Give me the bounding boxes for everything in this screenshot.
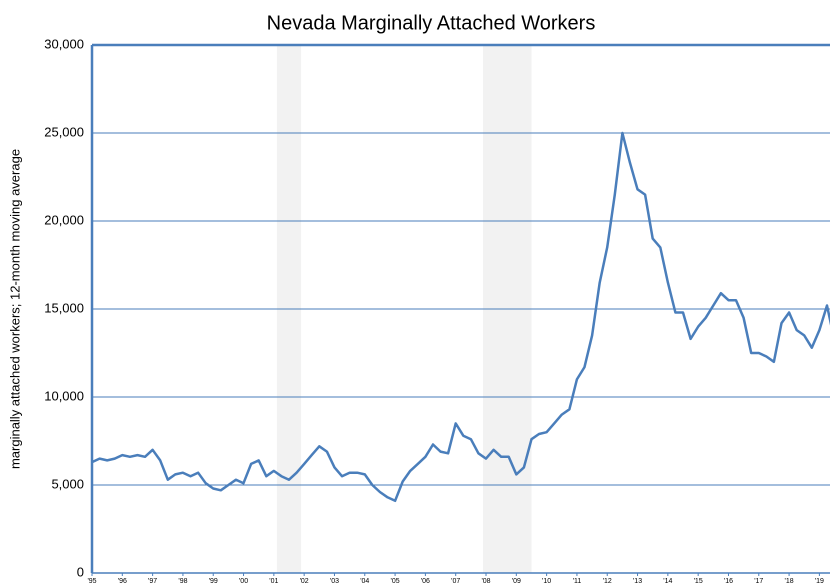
y-axis-label: marginally attached workers; 12-month mo…: [7, 149, 22, 469]
x-tick-label: '95: [87, 578, 96, 584]
x-tick-label: '17: [754, 578, 763, 584]
x-tick-label: '10: [542, 578, 551, 584]
y-tick-label: 30,000: [44, 36, 84, 51]
x-tick-label: '01: [269, 578, 278, 584]
x-tick-label: '00: [239, 578, 248, 584]
x-tick-label: '03: [330, 578, 339, 584]
x-tick-label: '11: [573, 578, 582, 584]
x-tick-label: '18: [785, 578, 794, 584]
chart-title: Nevada Marginally Attached Workers: [267, 12, 596, 34]
data-line: [91, 131, 830, 503]
x-tick-label: '15: [694, 578, 703, 584]
y-tick-label: 15,000: [44, 300, 84, 315]
x-tick-label: '14: [663, 578, 672, 584]
x-tick-label: '07: [451, 578, 460, 584]
y-tick-label: 10,000: [44, 388, 84, 403]
x-tick-label: '09: [512, 578, 521, 584]
y-tick-label: 25,000: [44, 124, 84, 139]
x-tick-label: '02: [300, 578, 309, 584]
x-tick-label: '19: [815, 578, 824, 584]
y-tick-label: 0: [77, 564, 84, 579]
x-tick-label: '99: [209, 578, 218, 584]
x-tick-label: '98: [178, 578, 187, 584]
y-tick-label: 5,000: [51, 476, 84, 491]
x-tick-label: '96: [118, 578, 127, 584]
x-tick-label: '06: [421, 578, 430, 584]
x-tick-label: '05: [391, 578, 400, 584]
y-tick-label: 20,000: [44, 212, 84, 227]
x-tick-label: '12: [603, 578, 612, 584]
x-tick-label: '13: [633, 578, 642, 584]
x-tick-label: '16: [724, 578, 733, 584]
x-tick-label: '04: [360, 578, 369, 584]
x-tick-label: '08: [481, 578, 490, 584]
x-tick-label: '97: [148, 578, 157, 584]
